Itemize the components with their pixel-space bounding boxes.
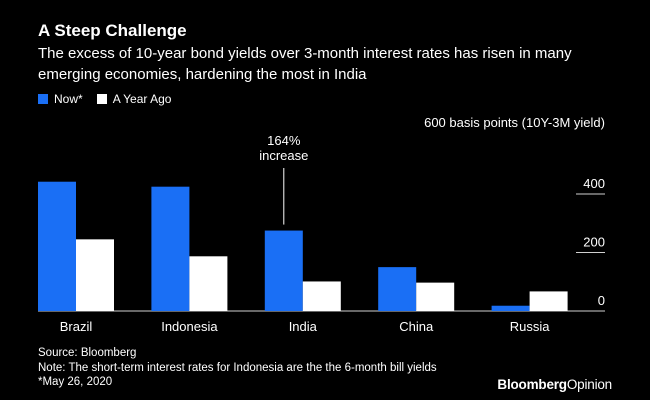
footer: Source: Bloomberg Note: The short-term i… [38, 346, 437, 390]
x-tick-label-russia: Russia [510, 319, 551, 334]
legend: Now* A Year Ago [38, 92, 185, 106]
source-note: Source: Bloomberg [38, 347, 137, 359]
bar-indonesia-year-ago [189, 256, 228, 311]
bar-china-year-ago [416, 282, 455, 311]
bar-russia-year-ago [529, 291, 568, 311]
x-tick-label-china: China [399, 319, 434, 334]
legend-item-year-ago: A Year Ago [96, 92, 172, 106]
date-note: *May 26, 2020 [38, 376, 113, 388]
bar-india-year-ago [302, 281, 341, 311]
y-tick-label-400: 400 [583, 176, 605, 191]
bar-china-now [378, 267, 417, 311]
footnote: Note: The short-term interest rates for … [38, 361, 437, 374]
legend-swatch-year-ago [96, 94, 107, 104]
chart-subtitle: The excess of 10-year bond yields over 3… [38, 45, 572, 83]
bloomberg-opinion-logo: BloombergOpinion [497, 377, 612, 392]
bar-indonesia-now [151, 186, 190, 311]
annotation-value: 164% [267, 133, 301, 148]
legend-swatch-now [38, 94, 48, 104]
bar-brazil-now [38, 181, 76, 311]
x-tick-label-indonesia: Indonesia [161, 319, 218, 334]
y-tick-label-0: 0 [598, 293, 605, 308]
x-tick-label-brazil: Brazil [60, 319, 93, 334]
bar-india-now [264, 230, 303, 311]
legend-item-now: Now* [38, 92, 83, 106]
legend-label-year-ago: A Year Ago [112, 92, 172, 106]
y-tick-label-600: 600 basis points (10Y-3M yield) [424, 115, 605, 130]
x-tick-label-india: India [289, 319, 318, 334]
chart-title: A Steep Challenge [38, 21, 187, 40]
legend-label-now: Now* [54, 92, 83, 106]
bar-russia-now [491, 305, 530, 311]
annotation-label: increase [259, 148, 308, 163]
y-tick-label-200: 200 [583, 235, 605, 250]
bar-brazil-year-ago [76, 239, 114, 311]
